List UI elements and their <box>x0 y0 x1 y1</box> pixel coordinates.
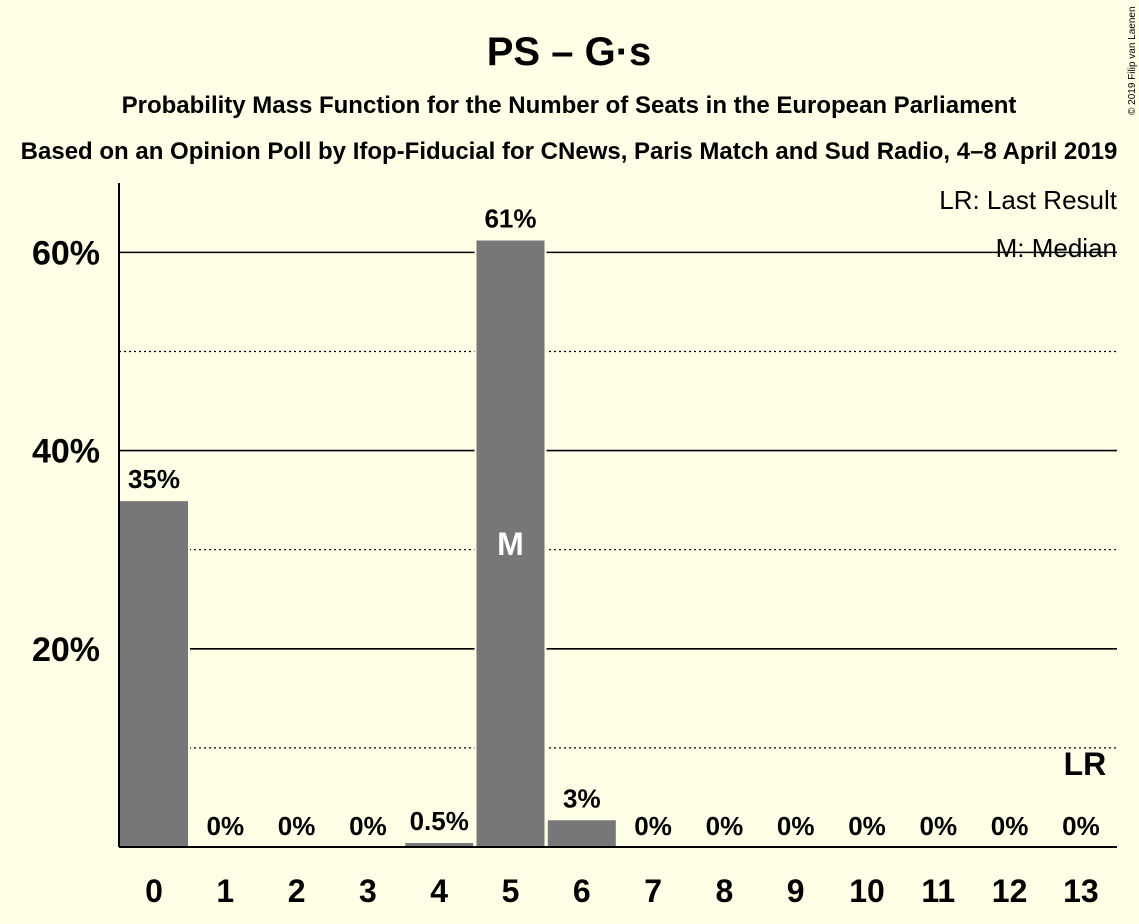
last-result-marker: LR <box>1064 746 1107 782</box>
gridlines <box>119 251 1117 749</box>
data-label-background <box>482 203 539 234</box>
y-tick-label: 40% <box>32 433 100 471</box>
legend-last-result: LR: Last Result <box>939 185 1118 215</box>
x-tick-label: 9 <box>787 873 805 909</box>
x-tick-label: 6 <box>573 873 591 909</box>
data-label-background <box>703 811 746 841</box>
data-label: 61% <box>484 203 536 233</box>
data-label: 35% <box>128 464 180 494</box>
data-label-background <box>917 811 960 841</box>
data-label-background <box>632 811 674 841</box>
y-tick-label: 60% <box>32 234 100 272</box>
bar <box>118 499 190 848</box>
axes: 20%40%60%0 1 2 3 4 5 6 7 8 9 10 11 12 13 <box>32 183 1117 909</box>
x-tick-label: 3 <box>359 873 377 909</box>
data-label: 0% <box>349 811 387 841</box>
x-tick-label: 8 <box>716 873 734 909</box>
data-label-background <box>347 811 389 841</box>
legend-median: M: Median <box>996 233 1117 263</box>
data-labels: 35% 0% 0% 0% 0.5% 61% 3% 0% 0% 0% 0% 0% 0% 0% M LR <box>125 203 1107 841</box>
x-tick-label: 2 <box>288 873 306 909</box>
y-tick-label: 20% <box>32 631 100 669</box>
x-tick-label: 4 <box>430 873 448 909</box>
x-tick-label: 7 <box>644 873 662 909</box>
x-tick-label: 1 <box>216 873 234 909</box>
data-label: 0.5% <box>410 806 469 836</box>
data-label: 0% <box>991 811 1029 841</box>
data-label-background <box>1060 811 1102 841</box>
data-label: 0% <box>207 811 245 841</box>
data-label: 3% <box>563 783 601 813</box>
bar <box>545 818 618 848</box>
data-label: 0% <box>848 811 886 841</box>
x-tick-label: 5 <box>502 873 520 909</box>
data-label-background <box>125 464 183 495</box>
data-label: 0% <box>920 811 958 841</box>
data-label: 0% <box>278 811 316 841</box>
data-label-background <box>204 811 247 841</box>
median-marker: M <box>497 526 524 562</box>
data-label-background <box>774 811 817 841</box>
data-label-background <box>275 811 318 841</box>
chart-subtitle: Probability Mass Function for the Number… <box>122 92 1017 119</box>
data-label-background <box>988 811 1031 841</box>
x-tick-label: 12 <box>992 873 1028 909</box>
data-label: 0% <box>1062 811 1100 841</box>
x-tick-label: 13 <box>1063 873 1099 909</box>
data-label: 0% <box>777 811 815 841</box>
data-label-background <box>561 783 603 814</box>
data-label-background <box>846 811 888 841</box>
x-tick-label: 10 <box>849 873 885 909</box>
copyright-notice: © 2019 Filip van Laenen <box>1127 6 1138 115</box>
x-tick-label: 11 <box>921 873 955 909</box>
chart-title: PS – G·s <box>487 30 652 74</box>
data-label: 0% <box>706 811 744 841</box>
x-tick-label: 0 <box>145 873 163 909</box>
data-label-background <box>407 806 471 837</box>
chart-subtitle-2: Based on an Opinion Poll by Ifop-Fiducia… <box>21 138 1118 165</box>
data-label: 0% <box>634 811 672 841</box>
bar <box>474 238 547 848</box>
